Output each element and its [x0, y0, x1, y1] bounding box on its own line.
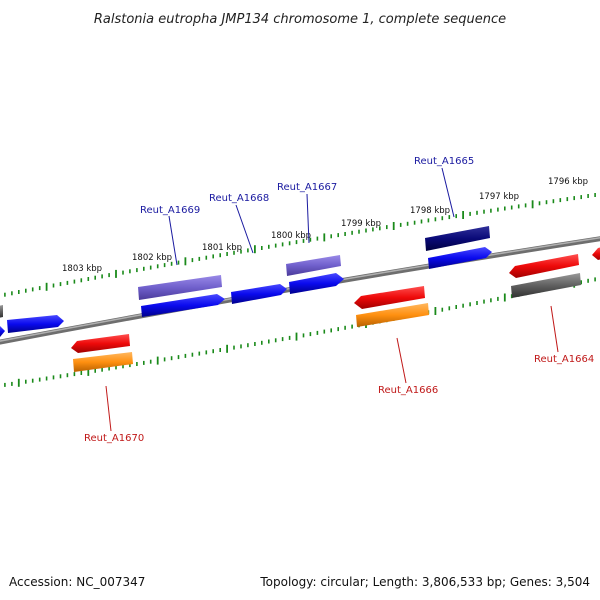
gene-orange-1670[interactable] — [73, 352, 133, 372]
kbp-label-1797: 1797 kbp — [479, 192, 519, 202]
gene-red-right-edge[interactable] — [592, 247, 600, 260]
topology-text: Topology: circular; Length: 3,806,533 bp… — [259, 575, 590, 589]
gene-label-A1665[interactable]: Reut_A1665 — [414, 156, 474, 167]
gene-navy-1665[interactable] — [425, 226, 490, 251]
gene-red-1664[interactable] — [509, 254, 579, 278]
map-title: Ralstonia eutropha JMP134 chromosome 1, … — [94, 12, 506, 27]
kbp-label-1802: 1802 kbp — [132, 253, 172, 263]
gene-gray-1664[interactable] — [511, 273, 581, 298]
gene-orange-1666[interactable] — [356, 303, 429, 327]
gene-label-A1670[interactable]: Reut_A1670 — [84, 433, 144, 444]
gene-blue-mid[interactable] — [289, 273, 344, 294]
gene-blue-1668[interactable] — [231, 284, 287, 304]
kbp-label-1800: 1800 kbp — [271, 231, 311, 241]
gene-label-A1667[interactable]: Reut_A1667 — [277, 182, 337, 193]
gene-blue-left-edge[interactable] — [7, 315, 64, 333]
kbp-label-1798: 1798 kbp — [410, 206, 450, 216]
gene-purple-1669[interactable] — [138, 275, 222, 300]
gene-purple-1667[interactable] — [286, 255, 341, 276]
gene-gray-left-edge[interactable] — [0, 305, 3, 318]
gene-red-1670[interactable] — [71, 334, 130, 353]
accession-text: Accession: NC_007347 — [9, 575, 145, 589]
leader-lines — [105, 167, 559, 432]
gene-red-1666[interactable] — [354, 286, 425, 309]
gene-label-A1666[interactable]: Reut_A1666 — [378, 385, 438, 396]
gene-label-A1669[interactable]: Reut_A1669 — [140, 205, 200, 216]
gene-blue-left-cut[interactable] — [0, 326, 5, 337]
upper-tick-track — [4, 193, 596, 297]
kbp-label-1799: 1799 kbp — [341, 219, 381, 229]
gene-label-A1664[interactable]: Reut_A1664 — [534, 354, 594, 365]
kbp-label-1801: 1801 kbp — [202, 243, 242, 253]
kbp-label-1803: 1803 kbp — [62, 264, 102, 274]
gene-blue-upper-right[interactable] — [428, 247, 492, 269]
gene-label-A1668[interactable]: Reut_A1668 — [209, 193, 269, 204]
lower-tick-track — [4, 277, 596, 387]
gene-blue-1669[interactable] — [141, 294, 225, 317]
kbp-label-1796: 1796 kbp — [548, 177, 588, 187]
